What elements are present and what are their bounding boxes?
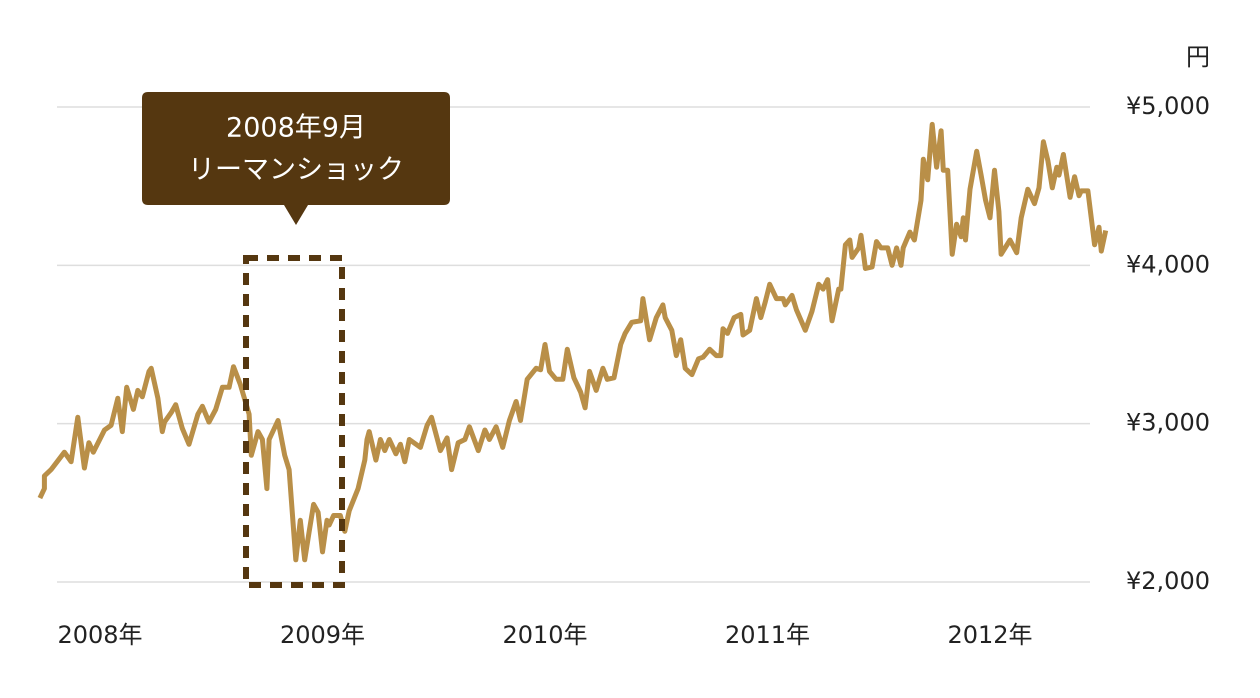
x-tick-label: 2011年 bbox=[725, 621, 810, 649]
x-tick-label: 2008年 bbox=[57, 621, 142, 649]
x-tick-label: 2010年 bbox=[502, 621, 587, 649]
annotation-line: 2008年9月 bbox=[226, 113, 366, 144]
annotation-line: リーマンショック bbox=[188, 155, 404, 186]
y-tick-label: ¥4,000 bbox=[1126, 250, 1210, 278]
x-tick-label: 2009年 bbox=[280, 621, 365, 649]
y-axis-label: 円 bbox=[1186, 43, 1210, 71]
y-tick-label: ¥2,000 bbox=[1126, 567, 1210, 595]
line-series bbox=[37, 121, 1109, 563]
x-tick-label: 2012年 bbox=[947, 621, 1032, 649]
y-tick-label: ¥5,000 bbox=[1126, 92, 1210, 120]
highlight-box bbox=[243, 255, 345, 588]
callout bbox=[142, 92, 450, 225]
y-tick-label: ¥3,000 bbox=[1126, 409, 1210, 437]
